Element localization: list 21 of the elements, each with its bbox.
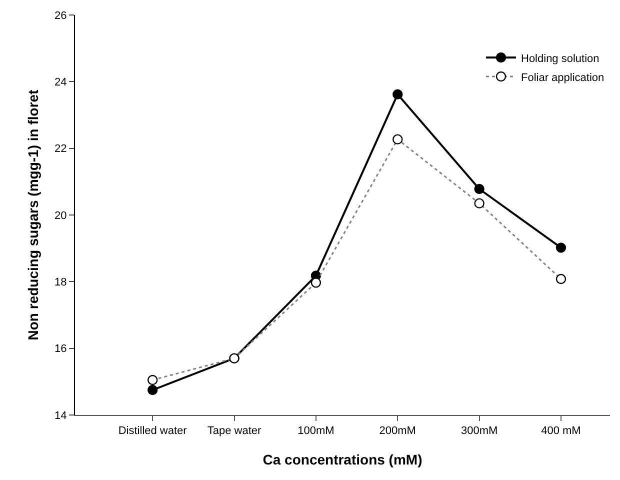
x-tick-label: 300mM [460, 425, 498, 438]
legend-label: Foliar application [521, 72, 604, 84]
legend-label: Holding solution [521, 52, 600, 65]
x-tick-label: Tape water [207, 425, 262, 438]
x-axis-title: Ca concentrations (mM) [262, 452, 422, 468]
y-tick-label: 16 [54, 343, 67, 356]
x-tick-label: 100mM [298, 425, 334, 438]
y-axis-title: Non reducing sugars (mgg-1) in floret [25, 89, 42, 340]
point [474, 184, 484, 194]
point [556, 242, 566, 253]
y-tick-label: 14 [54, 410, 67, 422]
y-tick-label: 24 [54, 76, 67, 89]
y-tick-label: 18 [54, 276, 67, 289]
point [392, 89, 403, 100]
y-tick-label: 22 [54, 143, 67, 156]
x-tick-label: 400 mM [541, 425, 581, 438]
point [148, 384, 158, 396]
x-tick-label: 200mM [379, 425, 416, 438]
x-tick-label: Distilled water [118, 425, 188, 438]
y-tick-label: 20 [54, 210, 67, 222]
y-tick-label: 26 [54, 10, 67, 22]
